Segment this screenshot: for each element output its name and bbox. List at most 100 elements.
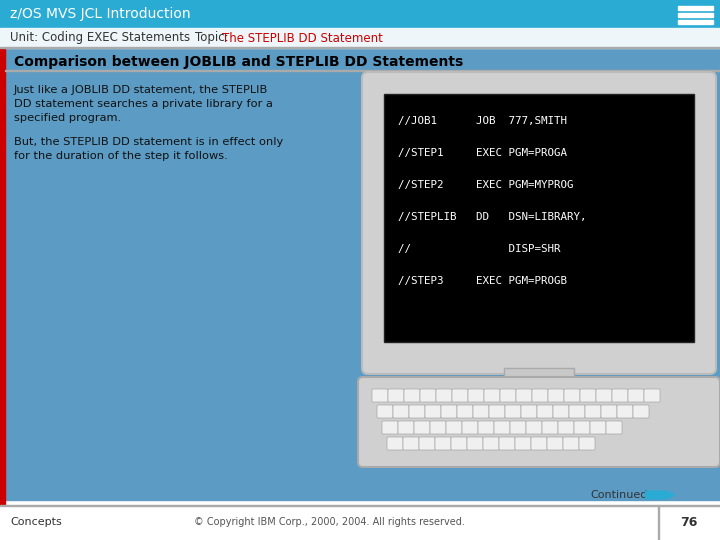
FancyBboxPatch shape [468, 389, 484, 402]
FancyBboxPatch shape [628, 389, 644, 402]
FancyArrow shape [645, 490, 676, 500]
FancyBboxPatch shape [516, 389, 532, 402]
FancyBboxPatch shape [489, 405, 505, 418]
Bar [504, 368, 574, 382]
Text: z/OS MVS JCL Introduction: z/OS MVS JCL Introduction [10, 7, 191, 21]
FancyBboxPatch shape [601, 405, 617, 418]
Text: But, the STEPLIB DD statement is in effect only: But, the STEPLIB DD statement is in effe… [14, 137, 283, 147]
Bar [5, 70, 720, 71]
FancyBboxPatch shape [483, 437, 499, 450]
FancyBboxPatch shape [457, 405, 473, 418]
FancyBboxPatch shape [580, 389, 596, 402]
Bar [384, 94, 694, 342]
FancyBboxPatch shape [617, 405, 633, 418]
FancyBboxPatch shape [425, 405, 441, 418]
FancyBboxPatch shape [494, 421, 510, 434]
Text: Comparison between JOBLIB and STEPLIB DD Statements: Comparison between JOBLIB and STEPLIB DD… [14, 55, 463, 69]
FancyBboxPatch shape [398, 421, 414, 434]
Text: The STEPLIB DD Statement: The STEPLIB DD Statement [222, 31, 383, 44]
FancyBboxPatch shape [420, 389, 436, 402]
FancyBboxPatch shape [515, 437, 531, 450]
Text: //STEP1     EXEC PGM=PROGA: //STEP1 EXEC PGM=PROGA [398, 148, 567, 158]
Bar [678, 13, 713, 17]
Bar [678, 20, 713, 24]
FancyBboxPatch shape [484, 389, 500, 402]
FancyBboxPatch shape [451, 437, 467, 450]
FancyBboxPatch shape [362, 72, 716, 374]
FancyBboxPatch shape [505, 405, 521, 418]
FancyBboxPatch shape [388, 389, 404, 402]
Bar [0, 505, 720, 540]
FancyBboxPatch shape [579, 437, 595, 450]
Text: for the duration of the step it follows.: for the duration of the step it follows. [14, 151, 228, 161]
FancyBboxPatch shape [409, 405, 425, 418]
FancyBboxPatch shape [435, 437, 451, 450]
FancyBboxPatch shape [563, 437, 579, 450]
FancyBboxPatch shape [403, 437, 419, 450]
Text: DD statement searches a private library for a: DD statement searches a private library … [14, 99, 273, 109]
FancyBboxPatch shape [526, 421, 542, 434]
FancyBboxPatch shape [430, 421, 446, 434]
FancyBboxPatch shape [633, 405, 649, 418]
FancyBboxPatch shape [446, 421, 462, 434]
FancyBboxPatch shape [558, 421, 574, 434]
FancyBboxPatch shape [377, 405, 393, 418]
FancyBboxPatch shape [462, 421, 478, 434]
FancyBboxPatch shape [547, 437, 563, 450]
FancyBboxPatch shape [521, 405, 537, 418]
Text: //STEP2     EXEC PGM=MYPROG: //STEP2 EXEC PGM=MYPROG [398, 180, 574, 190]
Text: //STEPLIB   DD   DSN=LIBRARY,: //STEPLIB DD DSN=LIBRARY, [398, 212, 587, 222]
FancyBboxPatch shape [548, 389, 564, 402]
FancyBboxPatch shape [564, 389, 580, 402]
FancyBboxPatch shape [553, 405, 569, 418]
FancyBboxPatch shape [387, 437, 403, 450]
Text: //JOB1      JOB  777,SMITH: //JOB1 JOB 777,SMITH [398, 116, 567, 126]
FancyBboxPatch shape [510, 421, 526, 434]
Bar [0, 505, 720, 506]
FancyBboxPatch shape [596, 389, 612, 402]
FancyBboxPatch shape [393, 405, 409, 418]
Bar [0, 28, 720, 48]
FancyBboxPatch shape [414, 421, 430, 434]
FancyBboxPatch shape [585, 405, 601, 418]
FancyBboxPatch shape [436, 389, 452, 402]
Text: Concepts: Concepts [10, 517, 62, 527]
FancyBboxPatch shape [478, 421, 494, 434]
Bar [0, 47, 720, 48]
FancyBboxPatch shape [531, 437, 547, 450]
FancyBboxPatch shape [452, 389, 468, 402]
FancyBboxPatch shape [590, 421, 606, 434]
Text: Just like a JOBLIB DD statement, the STEPLIB: Just like a JOBLIB DD statement, the STE… [14, 85, 269, 95]
FancyBboxPatch shape [606, 421, 622, 434]
FancyBboxPatch shape [574, 421, 590, 434]
FancyBboxPatch shape [542, 421, 558, 434]
FancyBboxPatch shape [382, 421, 398, 434]
Bar [658, 505, 659, 540]
FancyBboxPatch shape [404, 389, 420, 402]
Text: 76: 76 [680, 516, 698, 529]
FancyBboxPatch shape [473, 405, 489, 418]
Bar [0, 0, 720, 28]
FancyBboxPatch shape [644, 389, 660, 402]
Text: //               DISP=SHR: // DISP=SHR [398, 244, 560, 254]
Text: Unit: Coding EXEC Statements: Unit: Coding EXEC Statements [10, 31, 190, 44]
Text: © Copyright IBM Corp., 2000, 2004. All rights reserved.: © Copyright IBM Corp., 2000, 2004. All r… [194, 517, 464, 527]
Text: //STEP3     EXEC PGM=PROGB: //STEP3 EXEC PGM=PROGB [398, 276, 567, 286]
FancyBboxPatch shape [499, 437, 515, 450]
FancyBboxPatch shape [441, 405, 457, 418]
FancyBboxPatch shape [500, 389, 516, 402]
Text: specified program.: specified program. [14, 113, 121, 123]
Bar [5, 48, 720, 500]
FancyBboxPatch shape [358, 377, 720, 467]
FancyBboxPatch shape [537, 405, 553, 418]
Text: Continued...: Continued... [590, 490, 658, 500]
FancyBboxPatch shape [467, 437, 483, 450]
FancyBboxPatch shape [612, 389, 628, 402]
Bar [0, 48, 5, 508]
FancyBboxPatch shape [372, 389, 388, 402]
Text: Topic:: Topic: [195, 31, 233, 44]
FancyBboxPatch shape [419, 437, 435, 450]
FancyBboxPatch shape [569, 405, 585, 418]
FancyBboxPatch shape [532, 389, 548, 402]
Bar [678, 6, 713, 10]
